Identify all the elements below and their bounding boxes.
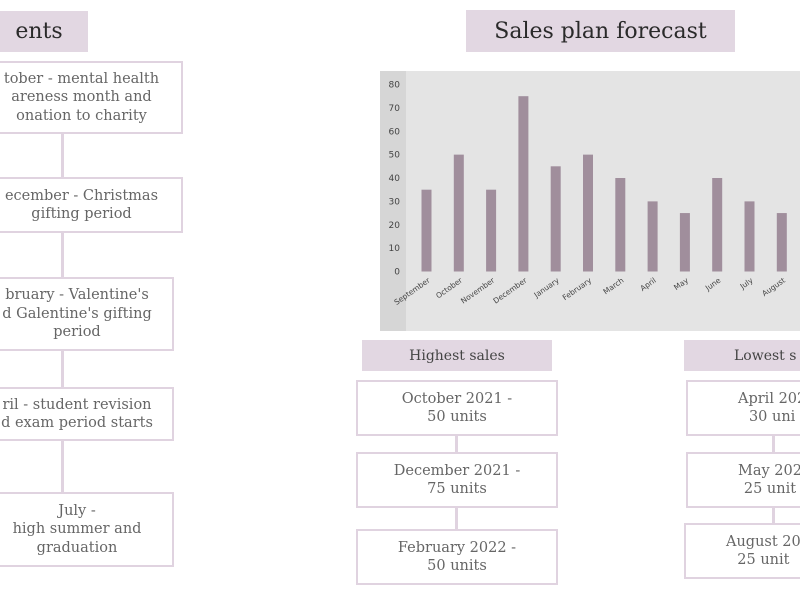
- lowest-item: August 20 25 unit: [684, 523, 800, 579]
- y-tick-label: 0: [394, 268, 400, 278]
- y-tick-label: 40: [389, 174, 401, 184]
- event-july: July - high summer and graduation: [0, 492, 174, 567]
- bar-april: [647, 201, 658, 272]
- highest-item: February 2022 - 50 units: [356, 529, 558, 585]
- lowest-connector: [772, 506, 775, 524]
- bar-may: [679, 213, 690, 272]
- bar-september: [421, 189, 432, 272]
- timeline-connector: [61, 232, 64, 278]
- timeline-connector: [61, 133, 64, 178]
- timeline-connector: [61, 350, 64, 388]
- forecast-title: Sales plan forecast: [466, 10, 735, 52]
- bar-june: [712, 178, 723, 272]
- highest-item: December 2021 - 75 units: [356, 452, 558, 508]
- y-tick-label: 70: [389, 104, 401, 114]
- lowest-item: May 202 25 unit: [686, 452, 800, 508]
- lowest-sales-title: Lowest s: [684, 340, 800, 371]
- event-october: tober - mental health areness month and …: [0, 61, 183, 134]
- y-tick-label: 60: [389, 127, 401, 137]
- events-title: ents: [0, 11, 88, 52]
- y-tick-label: 50: [389, 151, 401, 161]
- bar-february: [583, 154, 593, 272]
- bar-august: [776, 213, 787, 272]
- bar-march: [615, 178, 626, 272]
- event-february: bruary - Valentine's d Galentine's gifti…: [0, 277, 174, 351]
- bar-november: [486, 189, 497, 272]
- highest-item: October 2021 - 50 units: [356, 380, 558, 436]
- y-tick-label: 20: [389, 221, 401, 231]
- highest-connector: [455, 434, 458, 453]
- bar-january: [550, 166, 561, 272]
- y-tick-label: 10: [389, 244, 401, 254]
- bar-july: [744, 201, 755, 272]
- highest-sales-title: Highest sales: [362, 340, 552, 371]
- timeline-connector: [61, 440, 64, 493]
- plot-area: [406, 71, 800, 331]
- sales-chart: 0 10 20 30 40 50 60 70 80 September October Novembe…: [380, 71, 800, 331]
- y-tick-label: 80: [389, 81, 401, 91]
- lowest-item: April 202 30 uni: [686, 380, 800, 436]
- y-tick-label: 30: [389, 197, 401, 207]
- lowest-connector: [772, 434, 775, 453]
- bar-october: [453, 154, 464, 272]
- highest-connector: [455, 506, 458, 530]
- event-april: ril - student revision d exam period sta…: [0, 387, 174, 441]
- event-december: ecember - Christmas gifting period: [0, 177, 183, 233]
- bar-december: [518, 96, 529, 272]
